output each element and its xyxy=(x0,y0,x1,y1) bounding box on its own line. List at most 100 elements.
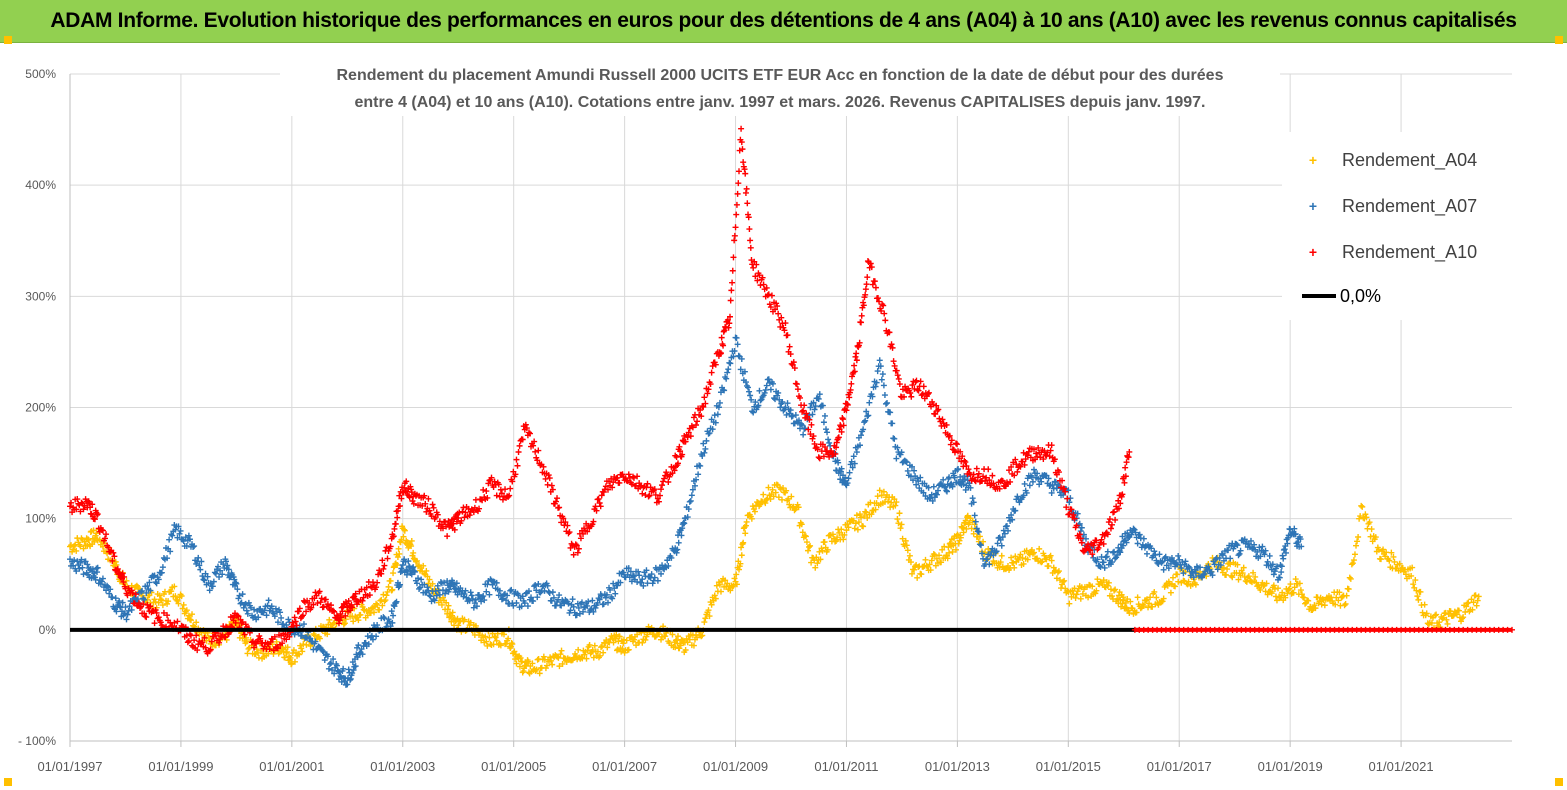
data-point xyxy=(742,530,749,537)
data-point xyxy=(597,503,604,510)
data-point xyxy=(238,620,245,627)
data-point xyxy=(1316,598,1323,605)
data-point xyxy=(153,580,160,587)
data-point xyxy=(478,598,485,605)
data-point xyxy=(1017,551,1024,558)
data-point xyxy=(727,587,734,594)
data-point xyxy=(318,595,325,602)
data-point xyxy=(1270,582,1277,589)
data-point xyxy=(1342,600,1349,607)
data-point xyxy=(1060,491,1067,498)
data-point xyxy=(972,518,979,525)
data-point xyxy=(401,527,408,534)
data-point xyxy=(960,481,967,488)
data-point xyxy=(914,574,921,581)
data-point xyxy=(1312,605,1319,612)
data-point xyxy=(786,501,793,508)
data-point xyxy=(730,353,737,360)
data-point xyxy=(239,591,246,598)
data-point xyxy=(548,597,555,604)
resize-handle-bottom-right[interactable] xyxy=(1555,778,1563,786)
data-point xyxy=(617,579,624,586)
data-point xyxy=(1136,531,1143,538)
data-point xyxy=(904,547,911,554)
data-point xyxy=(103,587,110,594)
resize-handle-bottom-left[interactable] xyxy=(4,778,12,786)
data-point xyxy=(1413,587,1420,594)
data-point xyxy=(210,578,217,585)
data-point xyxy=(1464,600,1471,607)
data-point xyxy=(532,582,539,589)
data-point xyxy=(254,649,261,656)
y-tick-label: 0% xyxy=(39,623,57,637)
data-point xyxy=(960,529,967,536)
data-point xyxy=(70,546,77,553)
data-point xyxy=(384,588,391,595)
data-point xyxy=(408,537,415,544)
data-point xyxy=(722,577,729,584)
data-point xyxy=(863,408,870,415)
data-point xyxy=(845,524,852,531)
data-point xyxy=(977,542,984,549)
data-point xyxy=(694,634,701,641)
data-point xyxy=(486,634,493,641)
data-point xyxy=(1176,556,1183,563)
data-point xyxy=(287,654,294,661)
data-point xyxy=(242,621,249,628)
series-rendement-a04 xyxy=(67,481,1482,677)
data-point xyxy=(191,543,198,550)
data-point xyxy=(861,513,868,520)
data-point xyxy=(687,497,694,504)
data-point xyxy=(733,334,740,341)
data-point xyxy=(1264,591,1271,598)
data-point xyxy=(169,532,176,539)
data-point xyxy=(649,580,656,587)
resize-handle-top-right[interactable] xyxy=(1555,36,1563,44)
data-point xyxy=(699,632,706,639)
y-tick-label: 300% xyxy=(25,289,56,303)
data-point xyxy=(255,614,262,621)
data-point xyxy=(268,603,275,610)
data-point xyxy=(863,281,870,288)
data-point xyxy=(272,605,279,612)
x-tick-label: 01/01/1997 xyxy=(37,759,102,774)
data-point xyxy=(625,565,632,572)
data-point xyxy=(592,604,599,611)
data-point xyxy=(1011,564,1018,571)
data-point xyxy=(881,392,888,399)
data-point xyxy=(1345,586,1352,593)
data-point xyxy=(1473,602,1480,609)
data-point xyxy=(247,604,254,611)
data-point xyxy=(484,642,491,649)
data-point xyxy=(855,519,862,526)
data-point xyxy=(962,517,969,524)
resize-handle-top-left[interactable] xyxy=(4,36,12,44)
data-point xyxy=(634,631,641,638)
data-point xyxy=(519,593,526,600)
data-point xyxy=(429,580,436,587)
data-point xyxy=(1368,526,1375,533)
data-point xyxy=(858,312,865,319)
data-point xyxy=(98,578,105,585)
data-point xyxy=(544,481,551,488)
data-point xyxy=(933,555,940,562)
data-point xyxy=(369,636,376,643)
data-point xyxy=(858,432,865,439)
data-point xyxy=(932,490,939,497)
data-point xyxy=(799,529,806,536)
data-point xyxy=(1128,531,1135,538)
data-point xyxy=(623,637,630,644)
data-point xyxy=(299,648,306,655)
data-point xyxy=(159,602,166,609)
data-point xyxy=(179,605,186,612)
data-point xyxy=(1443,616,1450,623)
data-point xyxy=(1096,563,1103,570)
data-point xyxy=(355,617,362,624)
data-point xyxy=(1074,510,1081,517)
data-point xyxy=(779,398,786,405)
data-point xyxy=(143,589,150,596)
data-point xyxy=(672,644,679,651)
data-point xyxy=(769,380,776,387)
data-point xyxy=(765,484,772,491)
